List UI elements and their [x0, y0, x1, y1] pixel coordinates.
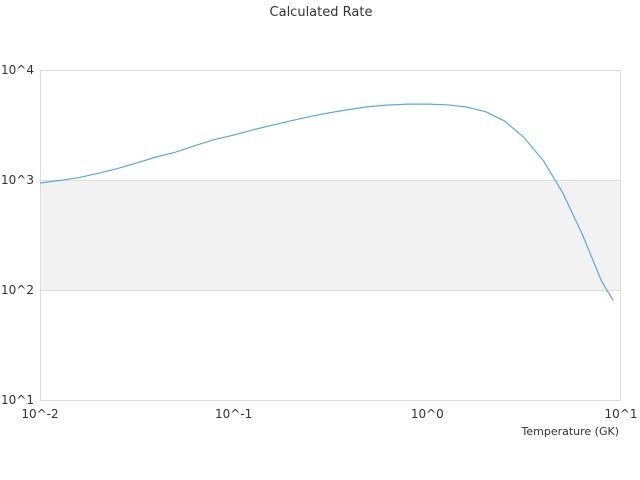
x-tick-label: 10^-1	[215, 407, 252, 421]
x-axis-title: Temperature (GK)	[521, 425, 620, 438]
tick-labels: 10^1 10^2 10^3 10^4 10^-2 10^-1 10^0 10^1	[1, 63, 637, 421]
y-tick-label: 10^2	[1, 283, 34, 297]
series-line-0	[39, 103, 614, 302]
x-tick-label: 10^0	[411, 407, 444, 421]
plot-frame	[40, 70, 621, 401]
y-tick-label: 10^3	[1, 173, 34, 187]
x-tick-label: 10^-2	[21, 407, 58, 421]
chart-title: Calculated Rate	[270, 5, 373, 20]
x-tick-label: 10^1	[605, 407, 638, 421]
shaded-band	[40, 180, 621, 290]
plot-area	[39, 70, 621, 401]
y-tick-label: 10^1	[1, 393, 34, 407]
y-tick-label: 10^4	[1, 63, 34, 77]
